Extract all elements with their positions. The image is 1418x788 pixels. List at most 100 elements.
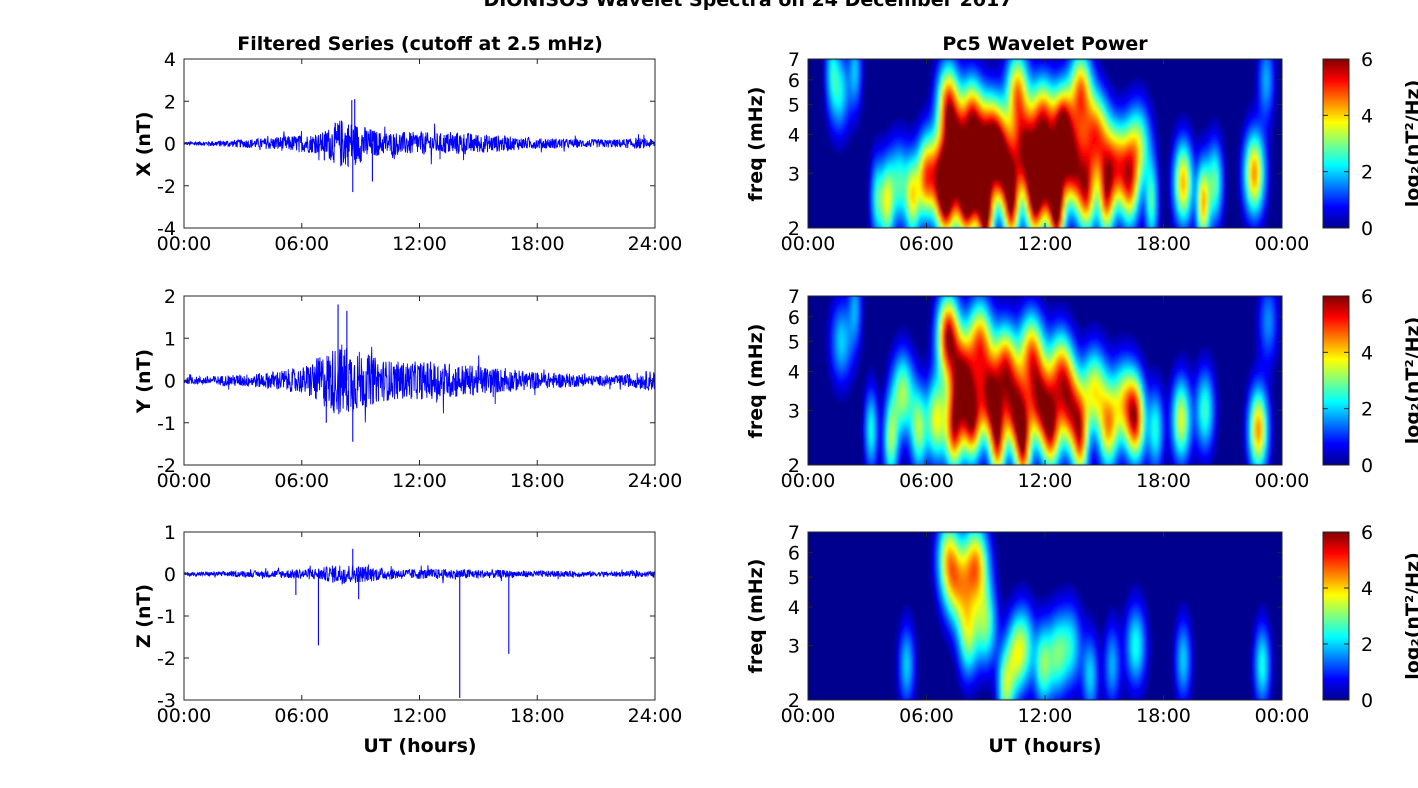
heat-cell <box>855 62 859 66</box>
heat-cell <box>1074 149 1078 153</box>
heat-cell <box>957 209 961 214</box>
heat-cell <box>1072 125 1076 129</box>
heat-cell <box>980 191 984 196</box>
heat-cell <box>1079 137 1083 141</box>
heat-cell <box>995 98 998 102</box>
heat-cell <box>1062 218 1066 223</box>
heat-cell <box>887 203 891 208</box>
heat-cell <box>1015 140 1018 144</box>
heat-cell <box>927 107 931 111</box>
heat-cell <box>1059 125 1063 129</box>
heat-cell <box>852 116 856 120</box>
heat-cell <box>1042 149 1046 153</box>
heat-cell <box>1064 179 1068 184</box>
heat-cell <box>1049 155 1053 159</box>
heat-cell <box>1049 104 1053 108</box>
heat-cell <box>897 143 901 147</box>
heat-cell <box>1069 80 1073 84</box>
heat-cell <box>1017 170 1021 175</box>
heat-cell <box>1067 173 1071 178</box>
heat-cell <box>1054 200 1058 205</box>
heat-cell <box>840 95 844 99</box>
heat-cell <box>890 197 894 202</box>
heat-cell <box>1022 152 1026 156</box>
heat-cell <box>852 77 856 81</box>
heat-cell <box>975 212 979 217</box>
heat-cell <box>845 95 849 99</box>
heat-cell <box>907 143 911 147</box>
heat-cell <box>1042 65 1046 69</box>
heat-cell <box>1020 146 1023 150</box>
heat-cell <box>887 152 891 156</box>
heat-cell <box>982 173 986 178</box>
heat-cell <box>877 167 881 172</box>
heat-cell <box>955 59 959 63</box>
heat-cell <box>1025 194 1028 199</box>
heat-cell <box>955 83 959 87</box>
heat-cell <box>1025 95 1028 99</box>
heat-cell <box>1037 116 1041 120</box>
heat-cell <box>940 197 944 202</box>
heat-cell <box>1087 158 1091 163</box>
heat-cell <box>962 218 966 223</box>
heat-cell <box>1027 62 1031 66</box>
heat-cell <box>950 59 954 63</box>
heat-cell <box>832 113 836 117</box>
heat-cell <box>945 203 949 208</box>
heat-cell <box>922 149 926 153</box>
heat-cell <box>1054 134 1058 138</box>
heat-cell <box>962 71 966 75</box>
heat-cell <box>867 176 871 181</box>
heat-cell <box>1077 155 1081 159</box>
heat-cell <box>1037 110 1041 114</box>
heat-cell <box>1035 128 1038 132</box>
heat-cell <box>1079 116 1083 120</box>
heat-cell <box>872 191 876 196</box>
heat-cell <box>1000 206 1003 211</box>
heat-cell <box>1000 185 1003 190</box>
heat-cell <box>1017 110 1021 114</box>
heat-cell <box>920 185 924 190</box>
heat-cell <box>980 203 984 208</box>
heat-cell <box>992 113 996 117</box>
heat-cell <box>1054 95 1058 99</box>
heat-cell <box>1049 83 1053 87</box>
heat-cell <box>980 149 984 153</box>
heat-cell <box>947 140 951 144</box>
heat-cell <box>937 62 941 66</box>
heat-cell <box>1082 182 1086 187</box>
heat-cell <box>1025 173 1028 178</box>
heat-cell <box>830 89 834 93</box>
heat-cell <box>935 107 939 111</box>
heat-cell <box>940 131 944 135</box>
heat-cell <box>1040 164 1043 169</box>
heat-cell <box>985 74 989 78</box>
heat-cell <box>922 101 926 105</box>
heat-cell <box>1082 128 1086 132</box>
heat-cell <box>920 134 924 138</box>
heat-cell <box>1082 86 1086 90</box>
heat-cell <box>1032 206 1036 211</box>
heat-cell <box>1007 161 1011 166</box>
heat-cell <box>965 71 969 75</box>
heat-cell <box>877 179 881 184</box>
heat-cell <box>1072 188 1076 193</box>
heat-cell <box>955 89 959 93</box>
heat-cell <box>987 65 991 69</box>
heat-cell <box>1015 203 1018 208</box>
heat-cell <box>995 107 998 111</box>
heat-cell <box>1007 134 1011 138</box>
heat-cell <box>1072 140 1076 144</box>
heat-cell <box>990 173 994 178</box>
heat-cell <box>920 215 924 220</box>
heat-cell <box>927 149 931 153</box>
heat-cell <box>985 80 989 84</box>
heat-cell <box>885 191 889 196</box>
heat-cell <box>962 182 966 187</box>
heat-cell <box>982 182 986 187</box>
heat-cell <box>980 164 984 169</box>
heat-cell <box>877 140 881 144</box>
heat-cell <box>942 221 946 226</box>
heat-cell <box>850 71 854 75</box>
heat-cell <box>950 218 954 223</box>
